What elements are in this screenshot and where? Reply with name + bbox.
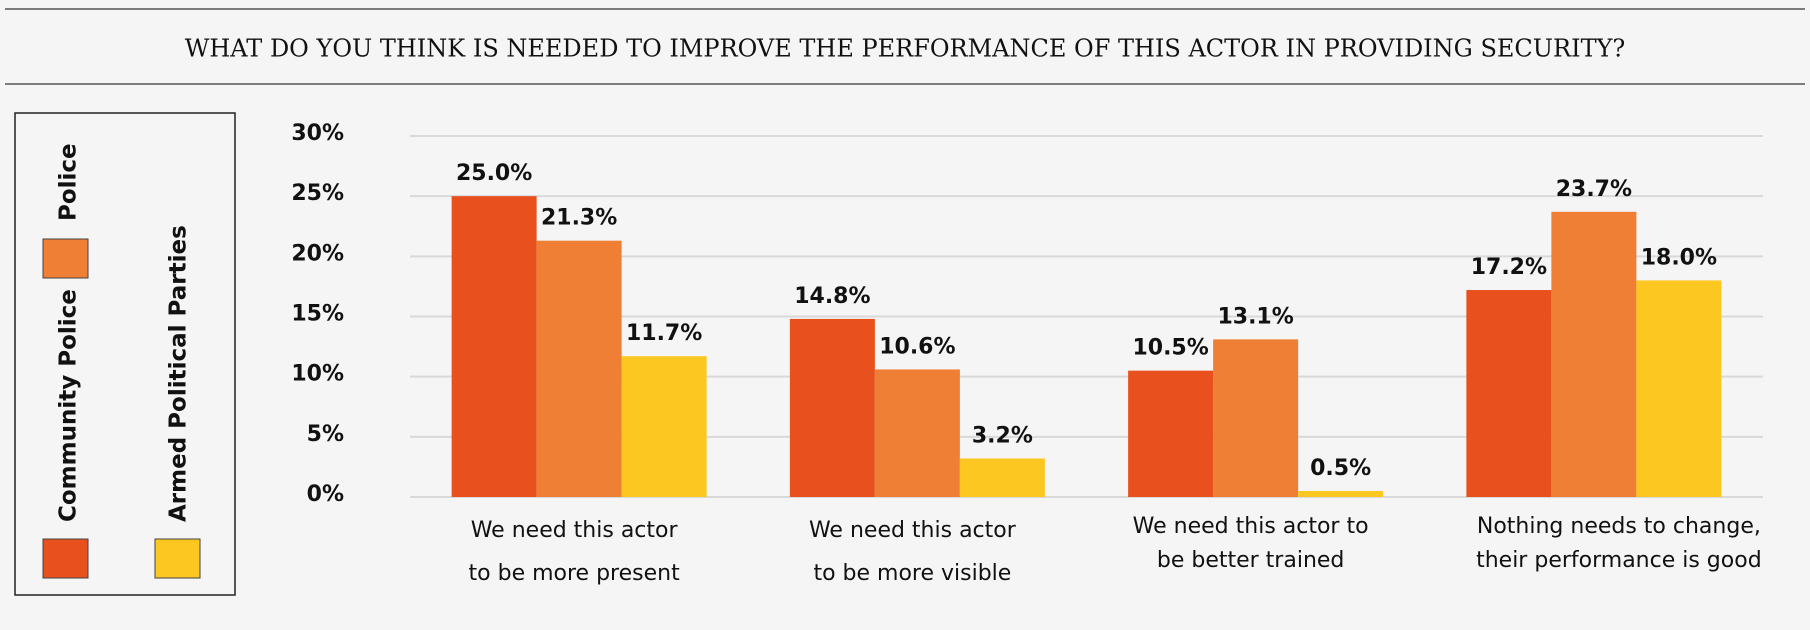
- bar: [451, 196, 537, 497]
- value-label: 21.3%: [541, 206, 617, 231]
- bar: [1128, 370, 1214, 497]
- bar: [789, 318, 875, 497]
- bar: [959, 458, 1045, 497]
- value-label: 25.0%: [456, 161, 532, 186]
- legend-label: Armed Political Parties: [166, 225, 192, 522]
- x-tick-label: their performance is good: [1476, 548, 1762, 573]
- x-tick-label: to be more present: [469, 561, 681, 586]
- y-tick-label: 10%: [291, 362, 344, 387]
- bar: [621, 356, 707, 497]
- bar: [1636, 280, 1722, 497]
- y-tick-label: 15%: [291, 302, 344, 327]
- y-tick-label: 20%: [291, 241, 344, 266]
- legend-label: Police: [56, 143, 82, 221]
- value-label: 3.2%: [972, 423, 1033, 448]
- x-tick-label: Nothing needs to change,: [1477, 514, 1761, 539]
- bar: [1466, 290, 1552, 497]
- chart-title: WHAT DO YOU THINK IS NEEDED TO IMPROVE T…: [185, 35, 1626, 63]
- y-tick-label: 5%: [307, 422, 344, 447]
- value-label: 14.8%: [794, 284, 870, 309]
- legend-label: Community Police: [56, 289, 82, 522]
- legend-swatch: [42, 238, 89, 279]
- legend-swatch: [42, 538, 89, 579]
- x-tick-label: We need this actor: [809, 518, 1017, 543]
- bar: [1298, 490, 1384, 497]
- x-tick-label: We need this actor: [471, 518, 679, 543]
- bar: [874, 369, 960, 497]
- value-label: 17.2%: [1471, 255, 1547, 280]
- value-label: 18.0%: [1641, 245, 1717, 270]
- bar: [1213, 339, 1299, 497]
- bar: [1551, 211, 1637, 497]
- x-tick-label: be better trained: [1157, 548, 1345, 573]
- x-tick-label: to be more visible: [813, 561, 1011, 586]
- value-label: 11.7%: [626, 321, 702, 346]
- y-tick-label: 0%: [307, 482, 344, 507]
- value-label: 23.7%: [1556, 177, 1632, 202]
- value-label: 0.5%: [1310, 456, 1371, 481]
- y-tick-label: 25%: [291, 181, 344, 206]
- legend-swatch: [154, 538, 201, 579]
- y-tick-label: 30%: [291, 121, 344, 146]
- value-label: 13.1%: [1217, 304, 1293, 329]
- value-label: 10.6%: [879, 334, 955, 359]
- legend-box: [14, 112, 236, 596]
- x-tick-label: We need this actor to: [1133, 514, 1369, 539]
- value-label: 10.5%: [1132, 336, 1208, 361]
- bar: [536, 240, 622, 497]
